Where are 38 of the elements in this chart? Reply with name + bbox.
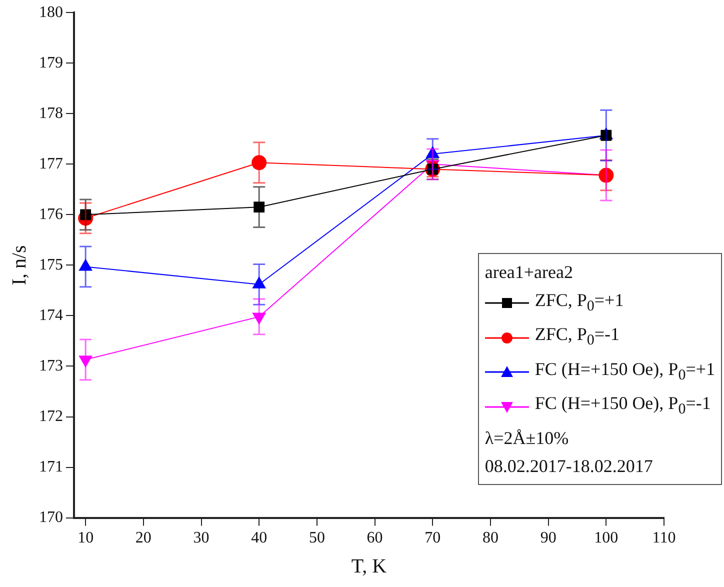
legend-label: ZFC, P$_{0}$=-1 [534,323,620,351]
x-axis-title: T, K [351,555,388,578]
point [426,146,440,158]
y-tick-label: 170 [39,509,63,526]
x-tick-label: 60 [366,530,383,547]
y-tick-label: 172 [39,408,63,425]
y-tick-label: 179 [39,54,63,72]
point [598,168,614,183]
x-tick-label: 110 [652,530,676,547]
y-tick-label: 178 [39,104,63,122]
y-tick-label: 174 [39,306,63,324]
annotation: 08.02.2017-18.02.2017 [484,455,654,478]
legend-label: FC (H=+150 Oe), P$_{0}$=-1 [534,392,711,420]
y-tick-label: 177 [39,155,63,172]
point [79,356,92,368]
y-tick-label: 173 [39,357,63,374]
point [254,202,265,213]
x-tick-label: 50 [308,530,325,547]
x-tick-label: 90 [540,530,556,547]
legend-label: FC (H=+150 Oe), P$_{0}$=+1 [534,358,715,386]
x-tick-label: 100 [594,530,618,547]
y-tick-label: 175 [39,256,63,274]
y-tick-label: 176 [39,206,63,223]
point [252,312,266,324]
x-tick-label: 80 [482,530,498,547]
legend-title: area1+area2 [484,260,574,284]
x-tick-label: 40 [251,530,268,547]
point [600,130,612,141]
x-tick-label: 30 [193,530,210,547]
x-tick-label: 10 [78,530,94,547]
annotation: λ=2Å±10% [484,427,570,450]
legend-label: ZFC, P$_{0}$=+1 [534,288,624,316]
x-tick-label: 70 [424,530,441,547]
y-axis-title: I, n/s [8,244,30,286]
y-tick-label: 180 [39,4,63,21]
point [252,155,267,170]
y-tick-label: 171 [39,458,63,476]
x-tick-label: 20 [135,530,152,547]
